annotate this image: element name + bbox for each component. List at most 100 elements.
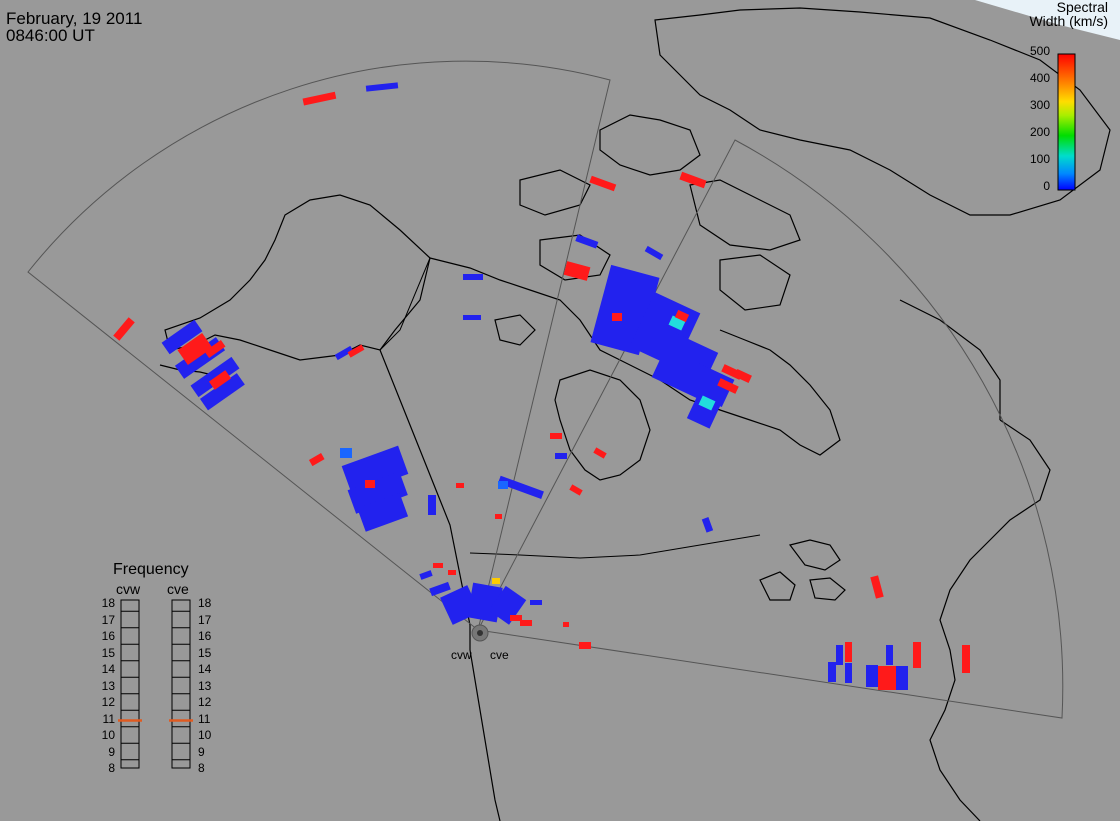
echo-cell — [463, 274, 483, 280]
echo-cell — [828, 662, 836, 682]
colorbar-tick: 100 — [1029, 152, 1050, 166]
echo-cell — [497, 475, 544, 499]
echo-cell — [488, 585, 527, 625]
echo-cell — [190, 356, 240, 398]
colorbar-tick: 200 — [1029, 125, 1050, 139]
echo-cell — [679, 171, 707, 189]
frequency-box-cvw — [120, 599, 140, 769]
fov-cve — [477, 139, 1064, 719]
echo-cell — [962, 645, 970, 673]
echo-cell — [419, 570, 433, 580]
echo-cell — [463, 315, 481, 320]
frequency-column-cve: cve — [167, 581, 189, 597]
greenland-coast — [654, 7, 1111, 216]
coastlines — [159, 7, 1111, 821]
echo-cell — [685, 362, 735, 408]
hudson-bay — [554, 369, 651, 481]
echo-cell — [845, 663, 852, 683]
frequency-tick-label-left: 8 — [108, 761, 115, 775]
echo-cell — [520, 620, 532, 626]
ice-region — [975, 0, 1120, 40]
alaska-coast — [164, 194, 431, 361]
frequency-tick-label-right: 8 — [198, 761, 205, 775]
echo-cell — [347, 344, 365, 358]
frequency-tick-label-right: 15 — [198, 645, 212, 660]
echo-cell — [113, 317, 135, 341]
frequency-tick-label-left: 15 — [101, 645, 115, 660]
echo-cell — [575, 234, 599, 249]
frequency-column-cvw: cvw — [116, 581, 141, 597]
frequency-tick-label-left: 18 — [101, 596, 115, 610]
time-label: 0846:00 UT — [6, 26, 95, 45]
echo-cell — [495, 514, 502, 519]
arctic-island — [494, 314, 536, 346]
echo-cell — [347, 471, 408, 514]
echo-cell — [734, 368, 752, 384]
echo-cell — [456, 483, 464, 488]
arctic-island — [719, 254, 791, 311]
echo-cell — [866, 665, 878, 687]
colorbar-title-line2: Width (km/s) — [1029, 13, 1108, 29]
colorbar-tick: 0 — [1043, 179, 1050, 193]
labrador-coast — [899, 299, 1001, 420]
echo-cell — [563, 622, 569, 627]
radar-label-cvw: cvw — [451, 648, 472, 662]
frequency-box-cve — [171, 599, 191, 769]
echo-cell — [510, 615, 522, 621]
colorbar-gradient — [1057, 53, 1076, 191]
frequency-tick-label-left: 10 — [101, 728, 115, 742]
echo-cell — [913, 642, 921, 668]
frequency-tick-label-right: 10 — [198, 728, 212, 742]
great-lake — [759, 571, 796, 601]
echo-cell — [357, 492, 409, 532]
echo-cell — [896, 666, 908, 690]
frequency-tick-label-left: 17 — [101, 612, 115, 627]
echo-cell — [878, 666, 896, 690]
echo-cell — [429, 581, 451, 597]
echo-cell — [308, 453, 325, 467]
echo-cell — [698, 395, 716, 411]
frequency-tick-label-left: 9 — [108, 744, 115, 759]
frequency-tick-label-right: 12 — [198, 695, 212, 709]
echo-cell — [448, 570, 456, 575]
echo-cell — [204, 339, 226, 359]
frequency-tick-label-left: 12 — [101, 695, 115, 709]
frequency-title: Frequency — [113, 561, 189, 578]
echo-cell — [433, 563, 443, 568]
echo-cell — [717, 378, 739, 394]
frequency-tick-label-left: 13 — [101, 678, 115, 693]
echo-cell — [686, 390, 723, 429]
echo-cell — [701, 517, 714, 533]
echo-cell — [870, 575, 884, 599]
backscatter-cells — [113, 82, 970, 690]
canada-north-coast — [429, 257, 841, 456]
frequency-tick-label-right: 11 — [198, 711, 211, 726]
echo-cell — [365, 82, 399, 92]
arctic-island — [539, 234, 611, 281]
great-lake — [788, 539, 841, 571]
frequency-tick-label-right: 18 — [198, 596, 212, 610]
echo-cell — [555, 453, 567, 459]
echo-cell — [530, 600, 542, 605]
echo-cell — [644, 245, 664, 261]
frequency-tick-label-left: 14 — [101, 662, 115, 676]
frequency-tick-label-left: 11 — [102, 711, 115, 726]
echo-cell — [208, 370, 232, 390]
atlantic-coast — [929, 419, 1051, 821]
alaska-canada-border — [379, 257, 431, 351]
echo-cell — [886, 645, 893, 665]
echo-cell — [334, 345, 354, 361]
colorbar-tick: 300 — [1029, 98, 1050, 112]
pacific-coast — [379, 349, 501, 821]
echo-cell — [612, 313, 622, 321]
frequency-tick-label-left: 16 — [101, 629, 115, 643]
great-lake — [809, 577, 846, 601]
echo-cell — [668, 315, 686, 331]
echo-cell — [302, 91, 337, 106]
frequency-tick-label-right: 17 — [198, 612, 212, 627]
echo-cell — [428, 495, 436, 515]
echo-cell — [340, 448, 352, 458]
echo-cell — [492, 578, 500, 584]
radar-site-center — [477, 630, 483, 636]
